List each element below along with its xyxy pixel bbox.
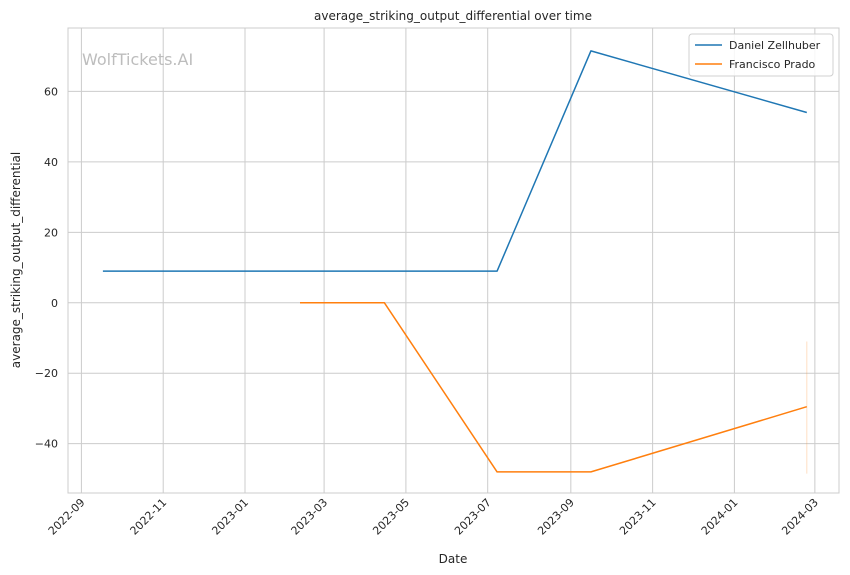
series-line-francisco-prado xyxy=(300,302,808,473)
y-tick-label: −40 xyxy=(35,438,58,451)
legend: Daniel Zellhuber Francisco Prado xyxy=(688,33,834,77)
x-tick-label: 2023-05 xyxy=(370,496,412,538)
x-tick-label: 2024-03 xyxy=(779,496,821,538)
y-tick-labels: 60 40 20 0 −20 −40 xyxy=(35,85,58,450)
chart-title: average_striking_output_differential ove… xyxy=(314,9,592,23)
series-line-daniel-zellhuber xyxy=(102,50,808,272)
x-tick-label: 2022-11 xyxy=(128,496,170,538)
series-lines xyxy=(102,50,808,474)
x-tick-label: 2022-09 xyxy=(46,496,88,538)
watermark: WolfTickets.AI xyxy=(82,50,193,69)
x-axis-label: Date xyxy=(439,552,468,566)
y-tick-label: 40 xyxy=(44,156,58,169)
y-tick-label: 20 xyxy=(44,226,58,239)
legend-label-francisco-prado: Francisco Prado xyxy=(729,58,816,71)
y-tick-label: 60 xyxy=(44,85,58,98)
x-tick-label: 2023-11 xyxy=(617,496,659,538)
y-tick-label: −20 xyxy=(35,367,58,380)
grid xyxy=(68,28,839,493)
legend-label-daniel-zellhuber: Daniel Zellhuber xyxy=(729,39,821,52)
y-axis-label: average_striking_output_differential xyxy=(9,152,23,368)
x-tick-label: 2024-01 xyxy=(699,496,741,538)
x-tick-label: 2023-03 xyxy=(289,496,331,538)
plot-area xyxy=(67,27,840,494)
y-tick-label: 0 xyxy=(51,297,58,310)
x-tick-label: 2023-07 xyxy=(452,496,494,538)
x-tick-label: 2023-01 xyxy=(209,496,251,538)
x-tick-label: 2023-09 xyxy=(535,496,577,538)
legend-box xyxy=(688,33,834,77)
x-tick-labels: 2022-09 2022-11 2023-01 2023-03 2023-05 2023-… xyxy=(46,496,821,538)
